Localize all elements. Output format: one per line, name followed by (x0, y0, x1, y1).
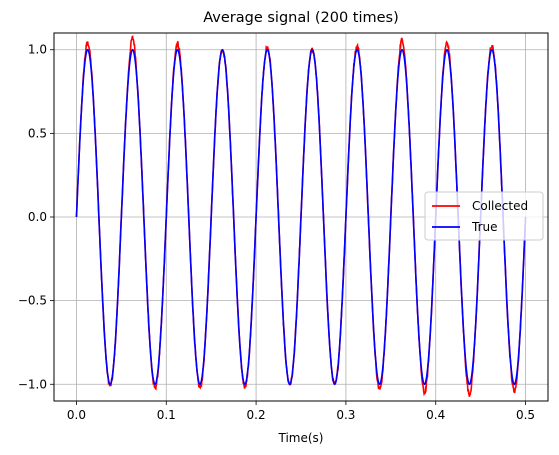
y-tick-label: 0.5 (28, 126, 47, 140)
legend: Collected True (424, 191, 544, 241)
y-tick-label: 1.0 (28, 43, 47, 57)
x-tick-label: 0.1 (157, 408, 176, 422)
ticks: 0.0 0.1 0.2 0.3 0.4 0.5 −1.0 −0.5 0.0 0.5 1.0 (18, 43, 535, 422)
legend-box (424, 191, 544, 241)
chart-title: Average signal (200 times) (203, 10, 399, 26)
legend-label: Collected (472, 199, 528, 213)
x-tick-label: 0.3 (336, 408, 355, 422)
legend-label: True (471, 220, 498, 234)
y-tick-label: 0.0 (28, 210, 47, 224)
y-tick-label: −1.0 (18, 377, 47, 391)
y-tick-label: −0.5 (18, 294, 47, 308)
x-axis-label: Time(s) (278, 431, 324, 445)
x-tick-label: 0.0 (67, 408, 86, 422)
series-line-true (75, 48, 527, 386)
series-layer (75, 35, 527, 397)
x-tick-label: 0.4 (426, 408, 445, 422)
x-tick-label: 0.5 (516, 408, 535, 422)
x-tick-label: 0.2 (247, 408, 266, 422)
